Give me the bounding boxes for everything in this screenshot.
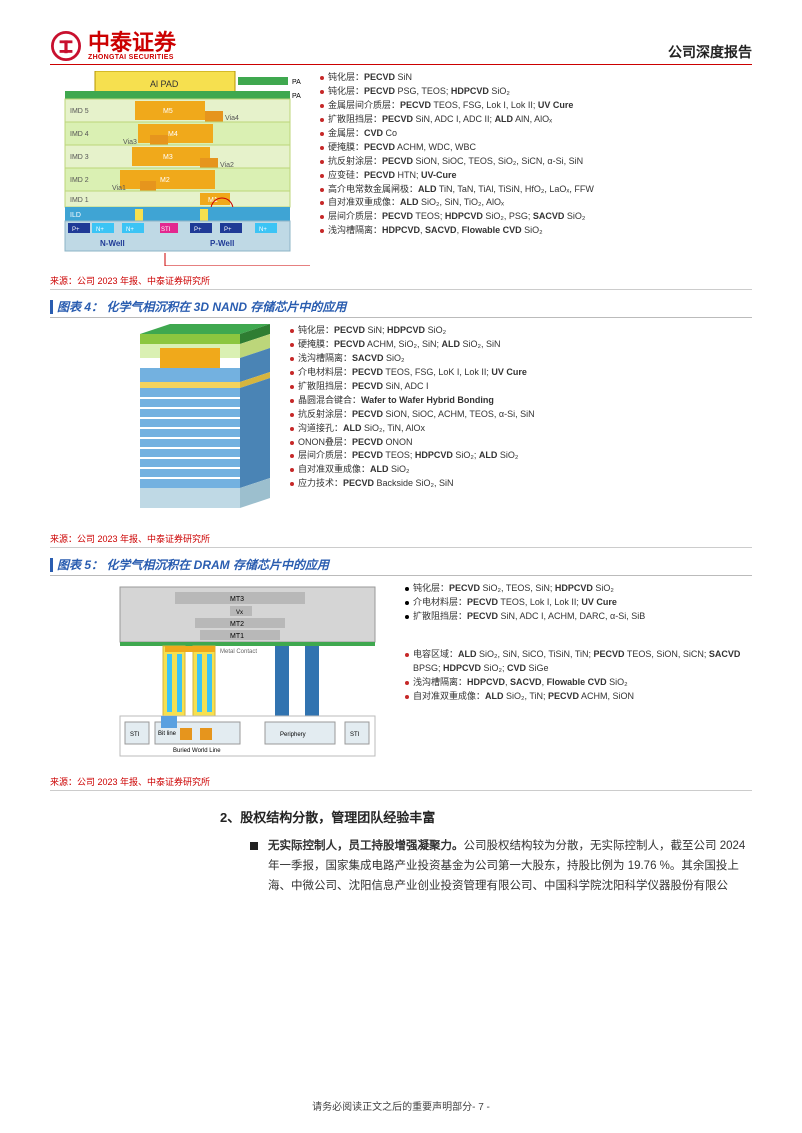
footer-text: 请务必阅读正文之后的重要声明部分 bbox=[312, 1102, 472, 1113]
para-lead: 无实际控制人，员工持股增强凝聚力。 bbox=[268, 840, 464, 852]
footer-page: - 7 - bbox=[472, 1102, 490, 1113]
company-name-cn: 中泰证券 bbox=[88, 32, 176, 54]
square-bullet-icon bbox=[250, 842, 258, 850]
section-2-para: 无实际控制人，员工持股增强凝聚力。公司股权结构较为分散，无实际控制人，截至公司 … bbox=[250, 836, 752, 896]
page-footer: 请务必阅读正文之后的重要声明部分- 7 - bbox=[0, 1098, 802, 1113]
